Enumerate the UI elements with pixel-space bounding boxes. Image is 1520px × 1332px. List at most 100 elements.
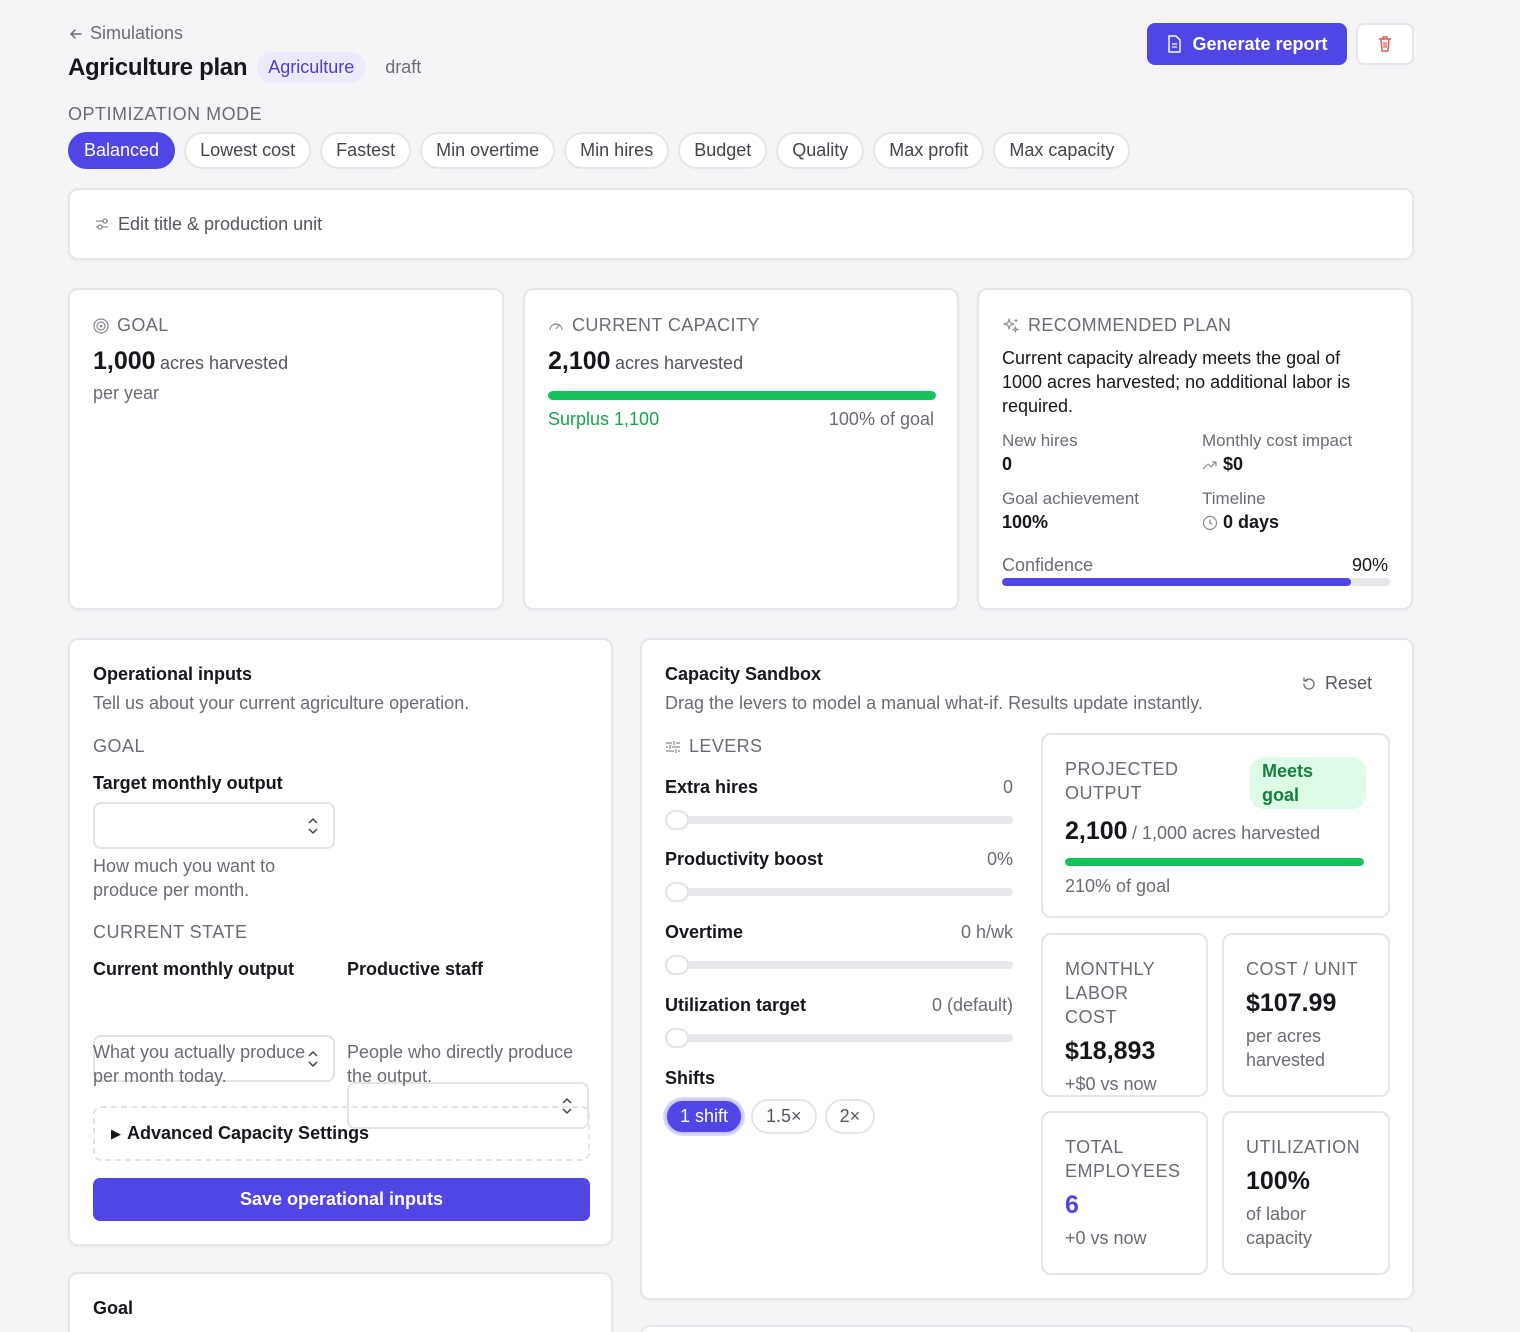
shift-1[interactable]: 1 shift (665, 1099, 744, 1134)
mode-lowest-cost[interactable]: Lowest cost (184, 132, 312, 169)
monthly-cost-row: $0 (1202, 454, 1402, 475)
back-link[interactable]: Simulations (68, 23, 183, 44)
plan-description: Current capacity already meets the goal … (1002, 348, 1351, 416)
page-title: Agriculture plan (68, 53, 248, 81)
optimization-mode-label: OPTIMIZATION MODE (68, 104, 263, 124)
mode-budget[interactable]: Budget (678, 132, 768, 169)
lever-value: 0 (1002, 777, 1013, 797)
new-hires-metric: New hires 0 (1002, 431, 1202, 475)
save-operational-inputs-button[interactable]: Save operational inputs (93, 1178, 590, 1221)
shift-2[interactable]: 2× (824, 1099, 876, 1134)
edit-title-bar[interactable]: Edit title & production unit (68, 188, 1414, 260)
reset-button[interactable]: Reset (1301, 673, 1372, 694)
productivity-boost-slider[interactable] (665, 882, 1013, 902)
goal-period: per year (93, 383, 160, 403)
overtime-slider[interactable] (665, 955, 1013, 975)
delete-button[interactable] (1356, 23, 1414, 65)
projected-value-row: 2,100 / 1,000 acres harvested (1065, 817, 1366, 846)
projected-progress-bar (1065, 858, 1364, 866)
shifts-group: 1 shift 1.5× 2× (665, 1099, 876, 1134)
plan-card-header: RECOMMENDED PLAN (1002, 315, 1231, 336)
extra-hires-slider[interactable] (665, 810, 1013, 830)
back-link-label: Simulations (90, 23, 184, 43)
capacity-unit: acres harvested (615, 353, 744, 373)
sandbox-title: Capacity Sandbox (665, 664, 822, 684)
current-output-label: Current monthly output (93, 959, 294, 979)
shifts-label: Shifts (665, 1068, 716, 1088)
levers-header: LEVERS (665, 736, 762, 757)
slider-thumb[interactable] (665, 882, 689, 902)
slider-thumb[interactable] (665, 1028, 689, 1048)
mode-max-capacity[interactable]: Max capacity (993, 132, 1131, 169)
mode-min-hires[interactable]: Min hires (564, 132, 670, 169)
trash-icon (1379, 36, 1391, 52)
utilization-value: 100% (1246, 1167, 1310, 1195)
total-employees-card: TOTAL EMPLOYEES 6 +0 vs now (1041, 1111, 1208, 1275)
utilization-sub: of labor capacity (1246, 1204, 1313, 1248)
slider-thumb[interactable] (665, 955, 689, 975)
clock-icon (1202, 515, 1218, 530)
goal-section-label: GOAL (93, 736, 146, 756)
cost-per-unit-card: COST / UNIT $107.99 per acres harvested (1222, 933, 1390, 1097)
current-state-label: CURRENT STATE (93, 922, 248, 942)
lever-value: 0% (986, 849, 1013, 869)
rotate-ccw-icon (1303, 676, 1315, 690)
sandbox-subtitle: Drag the levers to model a manual what-i… (665, 693, 1203, 713)
lever-name: Utilization target (665, 995, 807, 1015)
gauge-icon (549, 322, 563, 330)
utilization-target-slider[interactable] (665, 1028, 1013, 1048)
current-output-hint: What you actually produce per month toda… (93, 1042, 306, 1086)
projected-percent: 210% of goal (1065, 876, 1171, 896)
mode-min-overtime[interactable]: Min overtime (420, 132, 556, 169)
mode-balanced[interactable]: Balanced (68, 132, 176, 169)
goal-achievement-label: Goal achievement (1002, 489, 1140, 508)
goal-value: 1,000 (93, 347, 156, 375)
mode-quality[interactable]: Quality (776, 132, 865, 169)
capacity-card-label: CURRENT CAPACITY (572, 315, 760, 335)
slider-thumb[interactable] (665, 810, 689, 830)
timeline-row: 0 days (1202, 512, 1402, 533)
recommended-plan-card: RECOMMENDED PLAN Current capacity alread… (977, 288, 1413, 610)
labor-cost-value: $18,893 (1065, 1037, 1156, 1065)
advanced-settings-toggle[interactable]: ▶ Advanced Capacity Settings (93, 1106, 590, 1161)
stepper-icon[interactable] (561, 1095, 573, 1117)
caret-right-icon: ▶ (111, 1125, 121, 1141)
goal-panel-title: Goal (93, 1298, 134, 1318)
utilization-label: UTILIZATION (1246, 1137, 1361, 1157)
operational-title: Operational inputs (93, 664, 253, 684)
sliders-icon (666, 740, 680, 753)
utilization-card: UTILIZATION 100% of labor capacity (1222, 1111, 1390, 1275)
sliders-icon (96, 218, 108, 230)
mode-max-profit[interactable]: Max profit (873, 132, 985, 169)
employees-label: TOTAL EMPLOYEES (1065, 1137, 1181, 1181)
operational-subtitle: Tell us about your current agriculture o… (93, 693, 470, 713)
operational-inputs-card: Operational inputs Tell us about your cu… (68, 638, 613, 1246)
projected-value: 2,100 (1065, 817, 1128, 845)
capacity-surplus: Surplus 1,100 (548, 409, 660, 429)
mode-fastest[interactable]: Fastest (320, 132, 412, 169)
target-icon (93, 317, 109, 334)
next-panel (640, 1325, 1414, 1332)
optimization-mode-group: Balanced Lowest cost Fastest Min overtim… (68, 132, 1131, 169)
current-capacity-card: CURRENT CAPACITY 2,100 acres harvested S… (523, 288, 959, 610)
reset-label: Reset (1324, 673, 1372, 693)
title-row: Agriculture plan Agriculture draft (68, 52, 421, 83)
edit-title-label: Edit title & production unit (118, 213, 323, 234)
productive-staff-input[interactable] (347, 1082, 589, 1129)
goal-card-header: GOAL (93, 315, 169, 336)
current-output-input[interactable] (93, 1035, 335, 1082)
target-output-input[interactable] (93, 802, 335, 849)
projected-output-card: PROJECTED OUTPUT Meets goal 2,100 / 1,00… (1041, 733, 1390, 918)
plan-metrics-grid: New hires 0 Monthly cost impact $0 Goal … (1002, 431, 1402, 533)
stepper-icon[interactable] (307, 815, 319, 837)
trend-up-icon (1202, 460, 1217, 469)
lever-overtime: Overtime 0 h/wk (665, 922, 1013, 975)
goal-card: GOAL 1,000 acres harvested per year (68, 288, 504, 610)
lever-name: Extra hires (665, 777, 759, 797)
arrow-left-icon (70, 28, 82, 39)
shift-1-5[interactable]: 1.5× (751, 1099, 817, 1134)
employees-value: 6 (1065, 1191, 1079, 1219)
stepper-icon[interactable] (307, 1048, 319, 1070)
capacity-percent: 100% of goal (828, 409, 934, 429)
generate-report-button[interactable]: Generate report (1147, 23, 1347, 65)
